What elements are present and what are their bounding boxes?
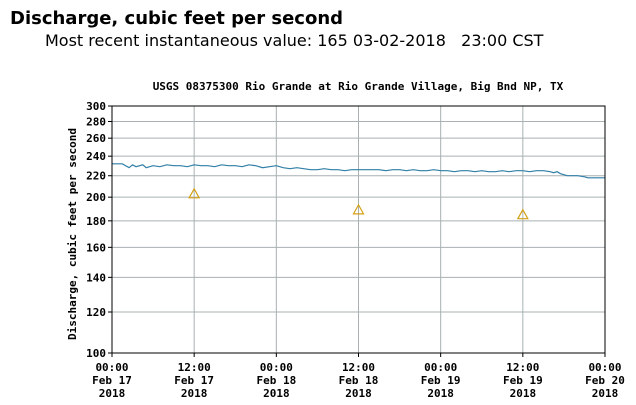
- y-tick-label: 120: [86, 306, 106, 319]
- x-tick-label: Feb 20: [585, 374, 625, 387]
- x-tick-label: Feb 17: [92, 374, 132, 387]
- recent-label: Most recent instantaneous value:: [45, 31, 313, 50]
- y-tick-label: 300: [86, 100, 106, 113]
- x-tick-label: 00:00: [260, 361, 293, 374]
- x-tick-label: 00:00: [588, 361, 621, 374]
- recent-tz: CST: [512, 31, 544, 50]
- y-tick-label: 140: [86, 271, 106, 284]
- recent-date: 03-02-2018: [352, 31, 446, 50]
- y-tick-label: 100: [86, 347, 106, 360]
- data-layer: [112, 163, 605, 220]
- x-tick-label: 2018: [345, 387, 372, 400]
- recent-time: 23:00: [461, 31, 508, 50]
- x-tick-label: 2018: [263, 387, 290, 400]
- y-tick-label: 220: [86, 170, 106, 183]
- x-tick-label: Feb 18: [256, 374, 296, 387]
- axis-layer: 10012014016018020022024026028030000:00Fe…: [86, 100, 625, 400]
- y-tick-label: 260: [86, 132, 106, 145]
- x-tick-label: Feb 19: [421, 374, 461, 387]
- triangle-marker: [516, 208, 529, 220]
- recent-value: 165: [317, 31, 348, 50]
- series-line: [112, 163, 605, 179]
- grid-layer: [112, 106, 605, 353]
- x-tick-label: 12:00: [506, 361, 539, 374]
- plot-border: [111, 105, 606, 354]
- x-tick-label: 00:00: [95, 361, 128, 374]
- x-tick-label: 2018: [592, 387, 619, 400]
- x-tick-label: 2018: [510, 387, 537, 400]
- y-tick-label: 160: [86, 241, 106, 254]
- triangle-marker: [352, 203, 365, 215]
- y-tick-label: 280: [86, 116, 106, 129]
- page-title: Discharge, cubic feet per second: [10, 8, 344, 29]
- x-tick-label: 2018: [181, 387, 208, 400]
- y-tick-label: 200: [86, 191, 106, 204]
- x-tick-label: Feb 18: [339, 374, 379, 387]
- chart-title: USGS 08375300 Rio Grande at Rio Grande V…: [153, 80, 564, 93]
- y-tick-label: 180: [86, 215, 106, 228]
- x-tick-label: 12:00: [178, 361, 211, 374]
- recent-value-line: Most recent instantaneous value: 165 03-…: [45, 31, 543, 50]
- x-tick-label: 12:00: [342, 361, 375, 374]
- x-tick-label: Feb 19: [503, 374, 543, 387]
- x-tick-label: 00:00: [424, 361, 457, 374]
- x-tick-label: 2018: [427, 387, 454, 400]
- y-axis-label: Discharge, cubic feet per second: [66, 128, 79, 340]
- x-tick-label: 2018: [99, 387, 126, 400]
- triangle-marker: [188, 187, 201, 199]
- y-tick-label: 240: [86, 150, 106, 163]
- x-tick-label: Feb 17: [174, 374, 214, 387]
